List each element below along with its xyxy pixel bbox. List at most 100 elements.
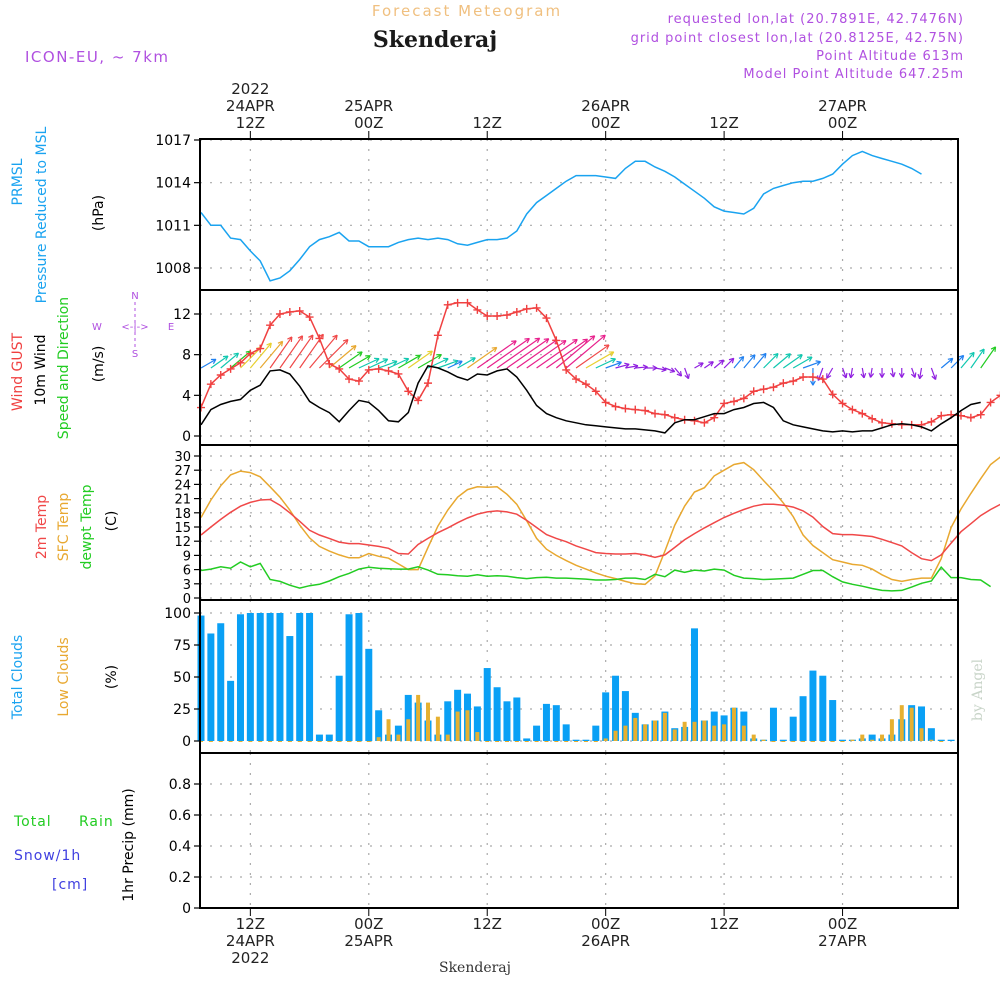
wind-arrow: [457, 357, 476, 369]
gust-marker: [354, 377, 363, 386]
wind-arrow: [200, 358, 217, 369]
wind-arrow-shaft: [496, 337, 540, 369]
wind-arrow-shaft: [891, 367, 895, 378]
y-tick-label: 4: [182, 388, 191, 404]
wind-arrow-head: [444, 358, 449, 364]
wind-arrow-shaft: [328, 345, 357, 369]
wind-arrow-head: [534, 337, 540, 340]
low-cloud-bar: [386, 719, 391, 741]
wind-arrow-head: [850, 373, 855, 379]
gust-marker: [512, 307, 521, 316]
gust-marker: [236, 358, 245, 367]
precip-label-rain: Rain: [79, 814, 114, 830]
wind-arrow: [889, 367, 896, 378]
wind-arrow-head: [979, 348, 985, 352]
total-cloud-bar: [325, 734, 333, 741]
cloud-unit: (%): [104, 665, 120, 689]
wind-arrow: [259, 340, 284, 369]
wind-arrow-head: [592, 335, 596, 341]
wind-arrow-shaft: [546, 338, 588, 369]
gust-marker: [275, 310, 284, 318]
wind-arrow-head: [353, 345, 357, 351]
wind-arrow-head: [898, 372, 903, 378]
wind-arrow-shaft: [259, 340, 284, 369]
gust-marker: [256, 344, 265, 353]
temp-label-2m: 2m Temp: [34, 495, 50, 559]
low-cloud-bar: [514, 741, 519, 742]
gust-marker: [216, 371, 225, 379]
gust-marker: [720, 399, 729, 408]
temp-label-sfc: SFC Temp: [56, 493, 72, 562]
wind-arrow-shaft: [200, 358, 217, 369]
gust-marker: [838, 399, 847, 408]
location-title: Skenderaj: [373, 27, 497, 53]
wind-arrow-head: [917, 373, 921, 379]
wind-arrow-head: [718, 359, 724, 362]
wind-arrow-shaft: [723, 357, 735, 369]
precip-label-cm: [cm]: [52, 877, 88, 893]
low-cloud-bar: [899, 705, 904, 741]
x-tick-label-top: 25APR: [344, 97, 393, 115]
wind-arrow-head: [642, 364, 648, 368]
wind-arrow-head: [661, 366, 667, 371]
wind-arrow-head: [721, 359, 725, 365]
low-cloud-bar: [455, 711, 460, 741]
wind-arrow-head: [287, 336, 293, 340]
wind-arrow: [841, 367, 848, 379]
gust-marker: [739, 394, 748, 403]
wind-arrow: [733, 355, 745, 369]
wind-label-speed: Speed and Direction: [56, 297, 72, 439]
x-tick-label-bottom: 00Z: [591, 915, 620, 933]
wind-arrow: [970, 348, 985, 369]
wind-arrow: [595, 357, 616, 369]
total-cloud-bar: [394, 725, 402, 741]
wind-arrow: [615, 362, 630, 369]
wind-arrow-head: [233, 352, 239, 355]
total-cloud-bar: [552, 705, 560, 741]
wind-arrow: [782, 354, 803, 369]
gust-marker: [473, 305, 482, 314]
wind-arrow-shaft: [526, 340, 567, 369]
wind-arrow: [763, 352, 779, 369]
y-tick-label: 1014: [155, 176, 191, 192]
wind-arrow-head: [335, 335, 338, 341]
wind-arrow-head: [311, 335, 314, 341]
wind-arrow-head: [826, 375, 832, 379]
wind-arrow-shaft: [841, 367, 847, 379]
wind-arrow-head: [994, 346, 997, 352]
total-cloud-bar: [355, 613, 363, 741]
total-cloud-bar: [246, 613, 254, 741]
wind-arrow: [328, 345, 357, 369]
wind-arrow-shaft: [457, 357, 476, 369]
wind-arrow-head: [990, 346, 996, 350]
gust-marker: [266, 321, 275, 330]
low-cloud-bar: [307, 741, 312, 742]
wind-arrow-head: [961, 355, 965, 361]
wind-arrow-head: [919, 374, 924, 380]
total-cloud-bar: [503, 701, 511, 741]
total-cloud-bar: [542, 703, 550, 741]
precip-unit: 1hr Precip (mm): [121, 788, 137, 901]
low-cloud-bar: [495, 741, 500, 742]
gust-marker: [700, 418, 709, 427]
total-cloud-bar: [562, 724, 570, 741]
total-cloud-bar: [473, 706, 481, 741]
gust-marker: [651, 409, 660, 418]
wind-arrow-shaft: [743, 354, 756, 369]
wind-arrow-head: [863, 372, 867, 379]
wind-arrow: [388, 357, 410, 369]
wind-arrow-shaft: [486, 337, 530, 369]
compass-e: E: [168, 322, 174, 333]
wind-arrow: [447, 360, 463, 369]
gust-marker: [542, 314, 551, 323]
wind-labels: Wind GUST 10m Wind Speed and Direction (…: [10, 291, 174, 439]
wind-arrow-head: [438, 354, 442, 360]
low-cloud-bar: [929, 739, 934, 741]
wind-arrow: [516, 339, 558, 369]
low-cloud-bar: [356, 741, 361, 742]
gust-marker: [591, 387, 600, 396]
wind-arrow: [407, 350, 433, 369]
pressure-line: [200, 150, 922, 282]
gust-marker: [374, 364, 383, 373]
gust-marker: [858, 409, 867, 418]
